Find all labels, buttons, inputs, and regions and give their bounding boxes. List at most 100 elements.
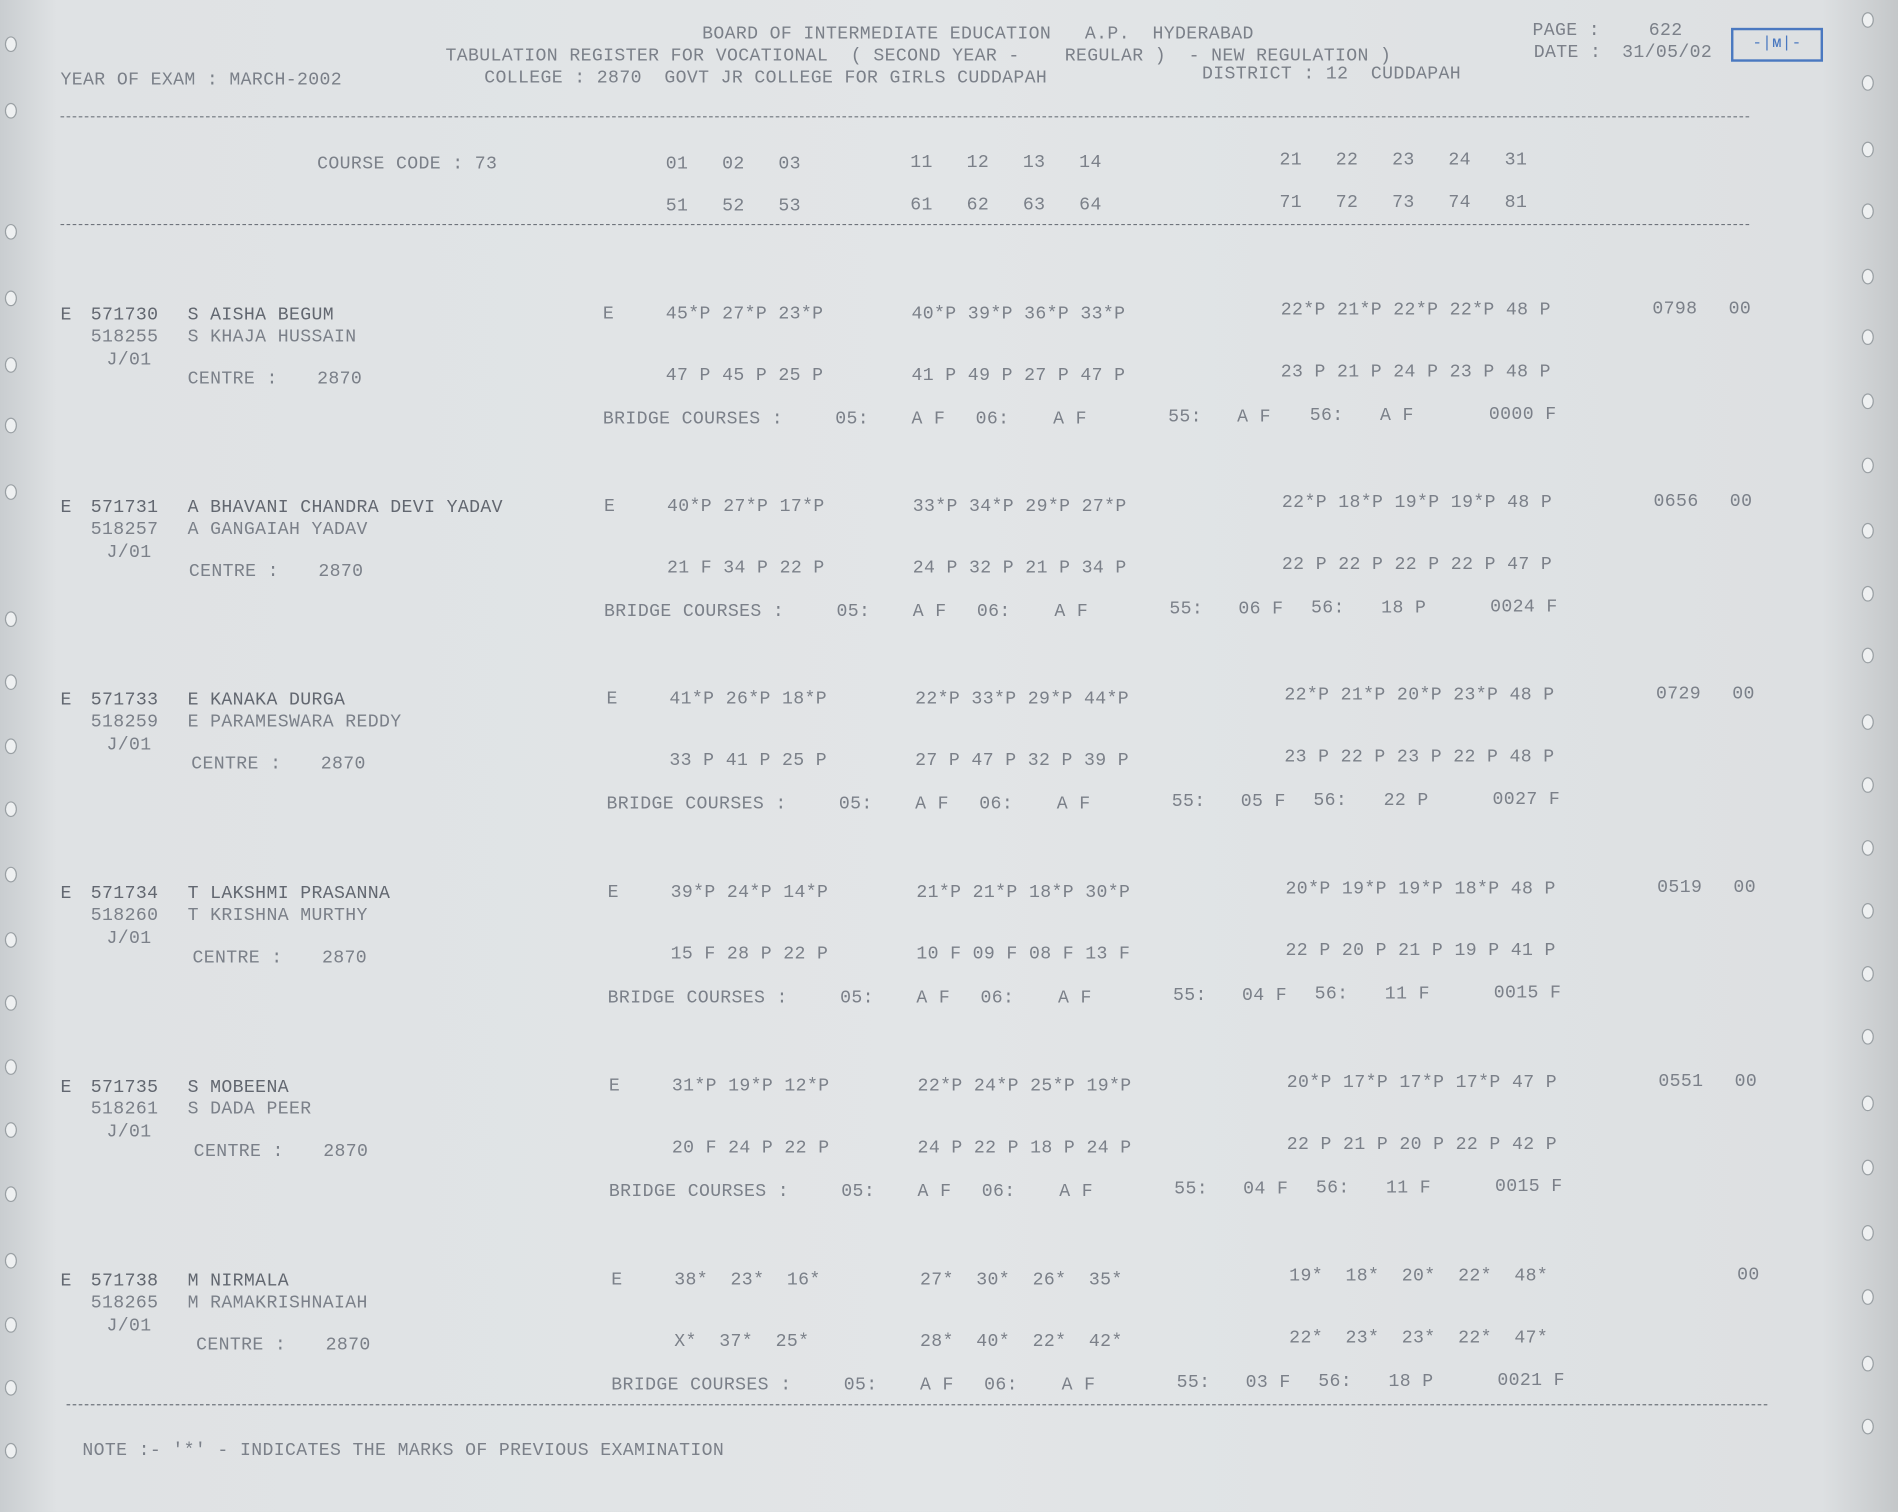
feed-hole <box>4 290 17 307</box>
second-year-marks-g1: 33 P 41 P 25 P <box>669 750 828 772</box>
group-code: J/01 <box>106 349 152 371</box>
bridge-code-06: 06: <box>979 794 1014 815</box>
register-title: TABULATION REGISTER FOR VOCATIONAL ( SEC… <box>445 45 1392 67</box>
bridge-06-value: A F <box>1057 987 1092 1009</box>
feed-hole <box>1861 1418 1874 1435</box>
first-year-marks-g3: 19* 18* 20* 22* 48* <box>1289 1266 1549 1287</box>
bridge-05-value: A F <box>916 987 951 1009</box>
second-year-marks-g2: 10 F 09 F 08 F 13 F <box>916 944 1131 965</box>
bridge-code-56: 56: <box>1318 1371 1353 1393</box>
serial-marker: E <box>60 497 72 519</box>
serial-marker: E <box>60 1271 72 1292</box>
first-year-marks-g3: 22*P 18*P 19*P 19*P 48 P <box>1281 492 1553 514</box>
feed-hole <box>4 932 17 948</box>
date-label: DATE : <box>1533 42 1602 63</box>
second-year-marks-g2: 27 P 47 P 32 P 39 P <box>915 750 1130 772</box>
second-year-marks-g3: 23 P 21 P 24 P 23 P 48 P <box>1280 361 1551 383</box>
subject-codes-row1-g1: 01 02 03 <box>665 153 801 175</box>
feed-hole <box>1861 457 1874 474</box>
exam-status: E <box>611 1269 623 1291</box>
second-year-marks-g2: 41 P 49 P 27 P 47 P <box>911 365 1126 387</box>
second-year-marks-g2: 24 P 22 P 18 P 24 P <box>917 1137 1132 1159</box>
group-code: J/01 <box>106 1315 152 1337</box>
feed-hole <box>1861 647 1874 664</box>
second-year-marks-g3: 22* 23* 23* 22* 47* <box>1289 1327 1549 1349</box>
feed-hole <box>4 102 17 119</box>
feed-hole <box>1861 903 1874 919</box>
feed-hole <box>4 1122 17 1138</box>
feed-hole <box>4 1442 17 1459</box>
bridge-total: 0021 F <box>1497 1370 1565 1391</box>
centre-number: 2870 <box>321 947 368 969</box>
centre-label: CENTRE : <box>192 947 283 969</box>
centre-label: CENTRE : <box>187 369 278 390</box>
registration-number: 518260 <box>90 905 159 927</box>
feed-hole <box>1861 714 1874 730</box>
bridge-code-56: 56: <box>1310 597 1345 619</box>
bridge-code-56: 56: <box>1314 984 1349 1005</box>
feed-hole <box>4 866 17 883</box>
registration-number: 518259 <box>90 711 159 733</box>
bridge-courses-label: BRIDGE COURSES : <box>602 409 783 430</box>
student-name: A BHAVANI CHANDRA DEVI YADAV <box>187 497 503 519</box>
bridge-code-55: 55: <box>1171 791 1206 813</box>
centre-label: CENTRE : <box>196 1335 287 1356</box>
bridge-code-56: 56: <box>1313 790 1348 812</box>
subject-codes-row2-g3: 71 72 73 74 81 <box>1279 192 1528 214</box>
student-name: M NIRMALA <box>187 1271 289 1292</box>
feed-hole <box>1861 965 1874 982</box>
result-code: 00 <box>1732 683 1755 705</box>
group-code: J/01 <box>106 928 152 950</box>
feed-hole <box>1861 141 1874 158</box>
bridge-code-55: 55: <box>1174 1179 1208 1200</box>
second-year-marks-g2: 28* 40* 22* 42* <box>919 1331 1123 1353</box>
stamp-mark-icon: -|ᴍ|- <box>1731 27 1824 62</box>
feed-hole <box>1861 777 1874 793</box>
bridge-55-value: 03 F <box>1245 1372 1291 1394</box>
exam-status: E <box>608 1076 621 1097</box>
bridge-55-value: 06 F <box>1238 599 1284 620</box>
first-year-marks-g2: 33*P 34*P 29*P 27*P <box>912 496 1127 517</box>
bridge-56-value: A F <box>1379 405 1414 427</box>
feed-hole <box>1861 75 1874 91</box>
hall-ticket-number: 571733 <box>90 689 159 711</box>
exam-status: E <box>602 303 615 325</box>
grand-total: 0798 <box>1652 298 1698 320</box>
bridge-55-value: 05 F <box>1240 791 1286 813</box>
feed-hole <box>1861 329 1874 345</box>
bridge-06-value: A F <box>1053 409 1087 430</box>
bridge-code-06: 06: <box>981 1181 1016 1203</box>
serial-marker: E <box>60 1077 72 1098</box>
feed-hole <box>4 1252 17 1269</box>
bridge-code-06: 06: <box>984 1375 1018 1396</box>
first-year-marks-g1: 41*P 26*P 18*P <box>669 688 828 710</box>
bridge-code-55: 55: <box>1176 1372 1211 1394</box>
bridge-code-05: 05: <box>841 1181 876 1203</box>
bridge-55-value: 04 F <box>1243 1179 1289 1200</box>
bridge-courses-label: BRIDGE COURSES : <box>604 601 785 623</box>
registration-number: 518257 <box>90 519 159 540</box>
result-code: 00 <box>1737 1264 1760 1286</box>
group-code: J/01 <box>106 1122 152 1143</box>
page-number: 622 <box>1648 20 1683 42</box>
bridge-total: 0015 F <box>1494 1176 1563 1198</box>
feed-hole <box>4 738 17 755</box>
feed-hole <box>4 801 17 818</box>
bridge-55-value: 04 F <box>1241 985 1288 1006</box>
feed-hole <box>4 417 17 434</box>
bridge-06-value: A F <box>1056 794 1091 815</box>
feed-hole <box>4 484 17 500</box>
bridge-56-value: 22 P <box>1383 790 1429 812</box>
bridge-code-55: 55: <box>1172 985 1207 1006</box>
centre-number: 2870 <box>323 1141 369 1163</box>
feed-hole <box>1861 1159 1874 1176</box>
result-code: 00 <box>1729 491 1753 513</box>
grand-total: 0656 <box>1653 491 1699 513</box>
first-year-marks-g1: 45*P 27*P 23*P <box>665 303 824 325</box>
bridge-total: 0024 F <box>1490 596 1558 618</box>
first-year-marks-g3: 22*P 21*P 22*P 22*P 48 P <box>1280 300 1551 321</box>
feed-hole <box>1861 12 1874 28</box>
feed-hole <box>1861 393 1874 410</box>
centre-label: CENTRE : <box>193 1141 284 1163</box>
bridge-code-05: 05: <box>836 601 871 623</box>
